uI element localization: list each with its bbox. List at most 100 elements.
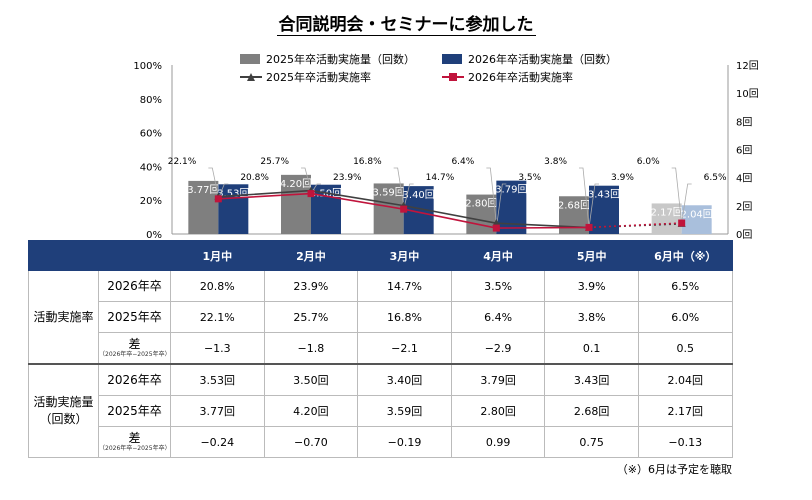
legend-marker <box>247 73 255 81</box>
table-cell: 14.7% <box>357 270 452 302</box>
table-row-label: 2026年卒 <box>98 363 171 396</box>
table-cell: −1.8 <box>263 332 359 365</box>
legend-label: 2025年卒活動実施量（回数） <box>266 52 415 66</box>
rate-value-label: 3.8% <box>544 157 567 167</box>
table-cell: 3.50回 <box>263 363 359 396</box>
leader-line <box>579 167 590 228</box>
table-cell: 16.8% <box>357 301 452 333</box>
table-cell: 3.43回 <box>544 363 639 396</box>
table-row-label: 差（2026年卒−2025年卒） <box>98 426 171 458</box>
table-row: 活動実施量（回数） 2026年卒 3.53回 3.50回 3.40回 3.79回 3.43回… <box>28 363 733 458</box>
table-cell: −0.19 <box>357 426 452 458</box>
leader-line <box>393 167 405 206</box>
leader-line <box>495 183 507 229</box>
bar-2026 <box>681 205 712 234</box>
rate-value-label: 3.5% <box>518 173 541 183</box>
table-cell: −0.24 <box>170 426 265 458</box>
table-cell: 4.20回 <box>263 395 359 427</box>
bar-value-label: 4.20回 <box>280 178 312 190</box>
marker-2026 <box>678 219 686 227</box>
table-header-jan: 1月中 <box>170 240 265 271</box>
legend-swatch <box>240 54 260 64</box>
leader-line <box>486 167 497 224</box>
table-cell: 3.77回 <box>170 395 265 427</box>
marker-2025 <box>492 219 501 227</box>
left-axis-tick-label: 100% <box>133 61 162 72</box>
marker-2026 <box>307 190 315 198</box>
bar-value-label: 3.59回 <box>373 186 405 198</box>
table-cell: −0.13 <box>637 426 733 458</box>
bar-2025 <box>188 180 219 234</box>
bar-value-label: 3.40回 <box>403 189 435 201</box>
legend-swatch <box>442 54 462 64</box>
table-cell: 3.5% <box>450 270 546 302</box>
rate-value-label: 16.8% <box>353 157 382 167</box>
table-cell: 3.59回 <box>357 395 452 427</box>
bar-value-label: 3.77回 <box>187 184 219 196</box>
table-row-label: 2026年卒 <box>98 270 171 302</box>
marker-2026 <box>492 224 500 232</box>
rate-value-label: 22.1% <box>168 157 197 167</box>
leader-line <box>301 167 312 191</box>
table-cell: 0.5 <box>637 332 733 365</box>
table-cell: 3.53回 <box>170 363 265 396</box>
bar-value-label: 2.04回 <box>681 208 713 220</box>
marker-2026 <box>400 205 408 213</box>
right-axis-tick-label: 4回 <box>736 173 752 185</box>
left-axis-tick-label: 0% <box>146 230 162 240</box>
table-row: 活動実施率 2026年卒 20.8% 23.9% 14.7% 3.5% 3.9% 6.5% <box>28 270 733 365</box>
table-cell: 6.0% <box>637 301 733 333</box>
leader-line <box>208 167 219 197</box>
table-header-row: 1月中 2月中 3月中 4月中 5月中 6月中（※） <box>28 240 733 271</box>
row-label-text: 2026年卒 <box>107 372 162 387</box>
left-axis-tick-label: 20% <box>140 196 162 207</box>
row-label-text: 2025年卒 <box>107 403 162 418</box>
table-cell: 3.40回 <box>357 363 452 396</box>
table-cell: 3.79回 <box>450 363 546 396</box>
table-header-mar: 3月中 <box>357 240 452 271</box>
rate-value-label: 25.7% <box>260 157 289 167</box>
table-cell: 0.75 <box>544 426 639 458</box>
table-group-label: 活動実施量（回数） <box>28 363 99 458</box>
table-cell: 25.7% <box>263 301 359 333</box>
bar-value-label: 2.68回 <box>558 199 590 211</box>
right-axis-tick-label: 6回 <box>736 145 752 157</box>
right-axis-tick-label: 0回 <box>736 229 752 240</box>
bar-value-label: 3.79回 <box>495 184 527 196</box>
table-cell: −0.70 <box>263 426 359 458</box>
table-row: 差（2026年卒−2025年卒） −0.24 −0.70 −0.19 0.99 0.75−… <box>29 426 733 458</box>
rate-value-label: 6.5% <box>704 173 727 183</box>
leader-line <box>403 183 414 210</box>
table-cell: 0.1 <box>544 332 639 365</box>
rate-value-label: 23.9% <box>333 173 362 183</box>
table-row: 差（2026年卒−2025年卒） −1.3 −1.8 −2.1 −2.9 0.1 0.5 <box>29 332 733 365</box>
bar-2026 <box>218 184 249 234</box>
right-axis-tick-label: 10回 <box>736 88 759 100</box>
table-cell: 23.9% <box>263 270 359 302</box>
table-cell: −1.3 <box>170 332 265 365</box>
rate-value-label: 6.0% <box>637 157 660 167</box>
leader-line <box>588 183 599 228</box>
table-row-label: 2025年卒 <box>98 395 171 427</box>
table-cell: 0.99 <box>450 426 546 458</box>
table-row: 2025年卒 3.77回 4.20回 3.59回 2.80回 2.68回 2.17回 <box>29 395 733 427</box>
combo-chart: 0% 20% 40% 60% 80% 100% 0回 2回 4回 6回 8回 10回 12回 2025年卒… <box>133 52 759 240</box>
marker-2026 <box>585 223 593 231</box>
legend-label: 2026年卒活動実施率 <box>468 70 573 84</box>
left-axis-tick-label: 60% <box>140 129 162 140</box>
table-cell: −2.1 <box>357 332 452 365</box>
bar-2025 <box>651 203 682 234</box>
table-header-jun: 6月中（※） <box>637 240 733 271</box>
row-label-note: （2026年卒−2025年卒） <box>99 444 171 452</box>
table-cell: −2.9 <box>450 332 546 365</box>
table-cell: 2.17回 <box>637 395 733 427</box>
bar-value-label: 3.43回 <box>588 189 620 201</box>
leader-line <box>217 183 229 199</box>
line-2026-projected <box>588 222 682 229</box>
legend-label: 2025年卒活動実施率 <box>266 70 371 84</box>
table-cell: 3.8% <box>544 301 639 333</box>
row-label-text: 差 <box>128 430 141 445</box>
right-axis-tick-label: 2回 <box>736 201 752 213</box>
rate-value-label: 20.8% <box>240 173 269 183</box>
table-row: 2025年卒 22.1% 25.7% 16.8% 6.4% 3.8% 6.0% <box>29 301 733 333</box>
